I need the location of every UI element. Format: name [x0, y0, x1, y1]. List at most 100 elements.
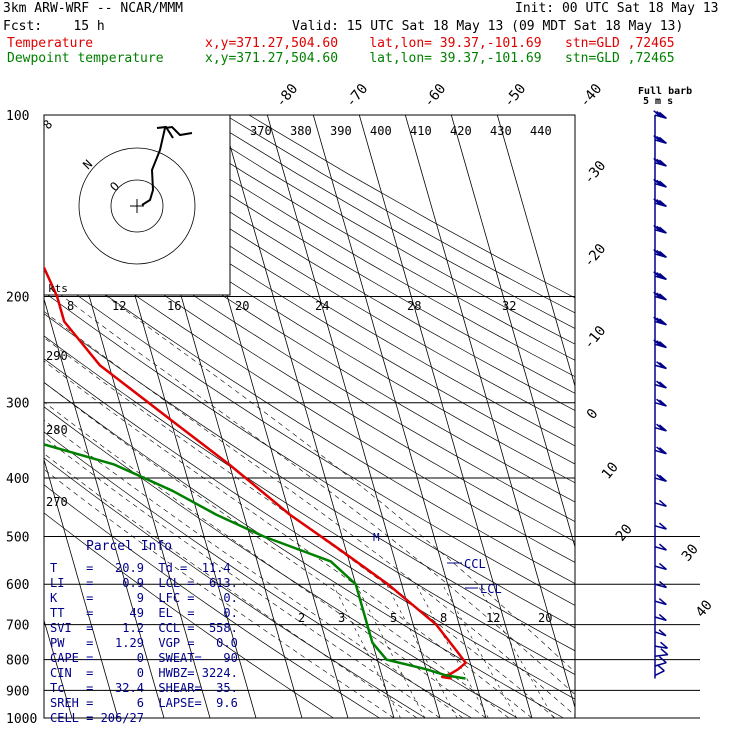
wind-barb [654, 543, 667, 551]
wind-barb-flag [658, 272, 667, 280]
wind-barb [654, 580, 667, 589]
dry-adiabat-line [44, 230, 575, 563]
parcel-row: LI = 0.9 LCL = 613. [50, 576, 238, 590]
wind-barb-staff [654, 565, 667, 571]
parcel-row: T = 20.9 Td = 11.4 [50, 561, 231, 575]
wind-barb-flag [658, 474, 667, 482]
theta-e-label: 370 [250, 124, 272, 138]
wind-barb [654, 398, 667, 407]
full-barb-label: Full barb [638, 86, 693, 97]
pressure-label: 200 [6, 291, 29, 306]
wind-barb-flag [656, 199, 665, 207]
forecast-hour: Fcst: 15 h [3, 19, 105, 34]
isotherm-label: -40 [577, 81, 606, 111]
pressure-label: 100 [6, 109, 29, 124]
wind-barb [653, 271, 667, 281]
pressure-label: 600 [6, 578, 29, 593]
wind-barb-staff [654, 670, 665, 677]
pressure-label: 500 [6, 530, 29, 545]
wind-barb-staff [654, 653, 668, 658]
isotherm-line [44, 297, 165, 719]
dry-adiabat-line [201, 115, 575, 329]
wind-barb-flag [658, 250, 667, 258]
wind-barb-flag [660, 641, 669, 649]
wind-barb [654, 664, 665, 677]
isotherm-line [44, 136, 211, 719]
mixing-ratio-line [442, 584, 517, 719]
mixing-ratio-label: 20 [538, 611, 552, 625]
dry-adiabat-line [44, 512, 334, 719]
wind-barb-flag [658, 562, 667, 571]
wind-barb-flag [656, 158, 665, 166]
wind-barb-flag [658, 293, 667, 301]
theta-e-label: 380 [290, 124, 312, 138]
theta-e-label: 420 [450, 124, 472, 138]
isotherm-label: 10 [599, 459, 622, 482]
wind-barb [653, 249, 667, 258]
wind-barb-flag [656, 272, 665, 280]
wind-barb-flag [656, 317, 665, 325]
wind-barb [654, 423, 667, 432]
moist-adiabat-line [44, 381, 510, 719]
mixing-ratio-label: 5 [390, 611, 397, 625]
wind-barb [653, 291, 667, 301]
wind-barb [654, 641, 669, 649]
parcel-row: PW = 1.29 VGP = 0.0 [50, 636, 238, 650]
wind-barb [654, 629, 667, 637]
hodograph-speed-label: 8 [67, 299, 74, 313]
hodograph-ring [110, 179, 164, 233]
wind-barb [654, 597, 667, 606]
wind-barb-flag [653, 135, 662, 143]
wind-barb-flag [653, 157, 662, 165]
dry-adiabat-label: 280 [46, 423, 68, 437]
dry-adiabat-label: 290 [46, 349, 68, 363]
dry-adiabat-line [44, 431, 472, 719]
wind-barb-flag [658, 381, 667, 389]
parcel-row: Tc = 32.4 SHEAR= 35. [50, 681, 238, 695]
hodograph-ring [78, 147, 196, 265]
isotherm-label: 20 [613, 521, 636, 544]
wind-barb-flag [660, 648, 669, 656]
wind-barb-flag [658, 318, 667, 326]
parcel-row: CELL = 206/27 [50, 711, 144, 725]
wind-barb [653, 316, 667, 326]
wind-barb-flag [658, 522, 667, 530]
dry-adiabat-line [44, 138, 575, 465]
parcel-row: CIN = 0 HWBZ= 3224. [50, 666, 238, 680]
parcel-row: SVI = 1.2 CCL = 558. [50, 621, 238, 635]
wind-barb-staff [654, 477, 667, 483]
wind-barb-flag [653, 198, 662, 206]
wind-barb-flag [658, 656, 667, 664]
mixing-ratio-label: 8 [440, 611, 447, 625]
isotherm-line [358, 115, 533, 719]
wind-barb-flag [656, 110, 665, 119]
wind-barb-staff [654, 364, 667, 370]
wind-barb-flag [656, 179, 665, 187]
dry-adiabat-line [44, 291, 575, 629]
wind-barb-flag [653, 249, 662, 257]
ccl-label: CCL [464, 557, 486, 571]
wind-barb-staff [654, 600, 667, 606]
isotherm-line [44, 618, 73, 719]
hodograph-speed-label: 32 [502, 299, 516, 313]
m-marker-label: M [373, 531, 380, 544]
wind-barb-flag [653, 271, 662, 279]
wind-barb-flag [658, 613, 667, 621]
isotherm-label: 40 [693, 597, 716, 620]
valid-time: Valid: 15 UTC Sat 18 May 13 (09 MDT Sat … [292, 19, 684, 34]
wind-barb-flag [656, 361, 665, 369]
wind-barb-flag [653, 316, 662, 324]
isotherm-line [450, 115, 575, 549]
isotherm-line [496, 115, 575, 388]
wind-barb-flag [658, 136, 667, 144]
dry-adiabat-line [82, 115, 575, 411]
pressure-label: 400 [6, 472, 29, 487]
theta-e-label: 390 [330, 124, 352, 138]
hodograph-speed-label: 16 [167, 299, 181, 313]
isotherm-line [128, 115, 303, 719]
wind-barb-staff [654, 139, 667, 144]
wind-barb [654, 446, 667, 455]
dry-adiabat-line [44, 250, 575, 585]
theta-e-label: 430 [490, 124, 512, 138]
